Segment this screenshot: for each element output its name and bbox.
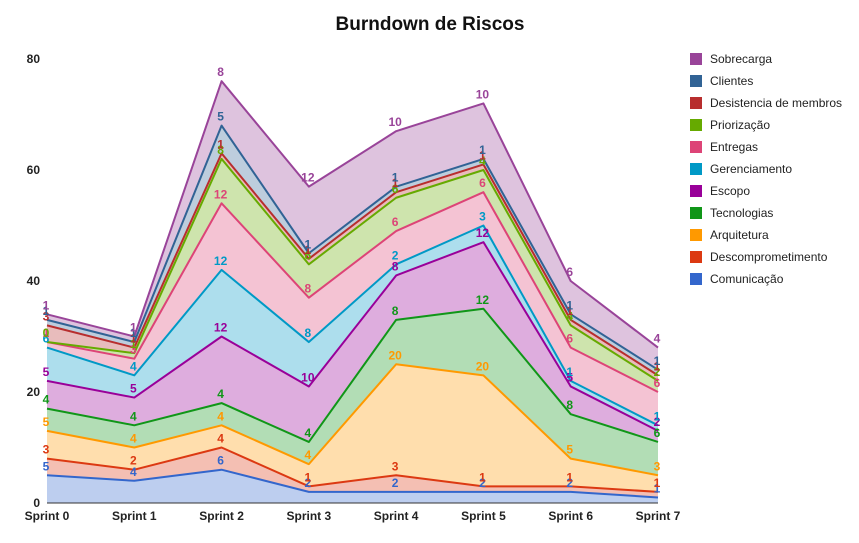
data-label-sobrecarga: 1: [130, 321, 137, 335]
data-label-entregas: 12: [214, 187, 228, 201]
data-label-clientes: 1: [654, 354, 661, 368]
data-label-escopo: 12: [214, 321, 228, 335]
y-tick-label: 60: [27, 163, 41, 177]
data-label-tecnologias: 4: [305, 426, 312, 440]
data-label-sobrecarga: 6: [566, 265, 573, 279]
data-label-tecnologias: 4: [217, 387, 224, 401]
data-label-clientes: 1: [479, 143, 486, 157]
data-label-descomprometimento: 1: [566, 470, 573, 484]
data-label-escopo: 10: [301, 370, 315, 384]
data-label-arquitetura: 5: [43, 415, 50, 429]
data-label-sobrecarga: 4: [654, 332, 661, 346]
legend-swatch-gerenciamento: [690, 163, 702, 175]
data-label-descomprometimento: 4: [217, 432, 224, 446]
data-label-arquitetura: 4: [305, 448, 312, 462]
legend-swatch-escopo: [690, 185, 702, 197]
data-label-gerenciamento: 1: [654, 409, 661, 423]
legend-swatch-tecnologias: [690, 207, 702, 219]
legend-label-arquitetura: Arquitetura: [710, 228, 769, 242]
x-tick-label: Sprint 0: [25, 509, 70, 523]
data-label-desistencia-de-membros: 1: [217, 137, 224, 151]
data-label-sobrecarga: 10: [388, 115, 402, 129]
data-label-tecnologias: 8: [566, 398, 573, 412]
data-label-tecnologias: 4: [43, 393, 50, 407]
y-tick-label: 20: [27, 385, 41, 399]
data-label-comunicacao: 5: [43, 459, 50, 473]
x-tick-label: Sprint 7: [636, 509, 681, 523]
data-label-tecnologias: 4: [130, 409, 137, 423]
data-label-clientes: 1: [305, 237, 312, 251]
x-tick-label: Sprint 3: [287, 509, 332, 523]
chart-title: Burndown de Riscos: [336, 14, 525, 35]
data-label-gerenciamento: 8: [305, 326, 312, 340]
data-label-tecnologias: 8: [392, 304, 399, 318]
y-tick-label: 0: [33, 496, 40, 510]
legend-label-sobrecarga: Sobrecarga: [710, 52, 772, 66]
data-label-entregas: 6: [392, 215, 399, 229]
data-label-escopo: 5: [43, 365, 50, 379]
data-label-sobrecarga: 10: [476, 87, 490, 101]
x-tick-label: Sprint 2: [199, 509, 244, 523]
data-label-entregas: 8: [305, 282, 312, 296]
data-label-gerenciamento: 12: [214, 254, 228, 268]
data-label-arquitetura: 4: [130, 432, 137, 446]
data-label-arquitetura: 3: [654, 459, 661, 473]
y-tick-label: 80: [27, 52, 41, 66]
data-label-gerenciamento: 3: [479, 210, 486, 224]
data-label-escopo: 12: [476, 226, 490, 240]
legend-label-priorizacao: Priorização: [710, 118, 770, 132]
legend-label-entregas: Entregas: [710, 140, 758, 154]
x-tick-label: Sprint 4: [374, 509, 419, 523]
x-tick-label: Sprint 5: [461, 509, 506, 523]
x-tick-label: Sprint 1: [112, 509, 157, 523]
data-label-escopo: 5: [130, 382, 137, 396]
data-label-clientes: 1: [566, 298, 573, 312]
legend-swatch-desistencia-de-membros: [690, 97, 702, 109]
legend-swatch-arquitetura: [690, 229, 702, 241]
legend-swatch-clientes: [690, 75, 702, 87]
legend-label-descomprometimento: Descomprometimento: [710, 250, 828, 264]
legend-label-comunicacao: Comunicação: [710, 272, 784, 286]
data-label-arquitetura: 4: [217, 409, 224, 423]
data-label-descomprometimento: 1: [654, 476, 661, 490]
legend-swatch-comunicacao: [690, 273, 702, 285]
data-label-arquitetura: 5: [566, 443, 573, 457]
data-label-entregas: 6: [479, 176, 486, 190]
data-label-clientes: 5: [217, 110, 224, 124]
data-label-arquitetura: 20: [476, 359, 490, 373]
data-label-sobrecarga: 12: [301, 171, 315, 185]
data-label-gerenciamento: 4: [130, 359, 137, 373]
legend-label-desistencia-de-membros: Desistencia de membros: [710, 96, 842, 110]
data-label-comunicacao: 6: [217, 454, 224, 468]
data-label-descomprometimento: 3: [43, 443, 50, 457]
data-label-sobrecarga: 8: [217, 65, 224, 79]
data-label-gerenciamento: 1: [566, 365, 573, 379]
legend-swatch-sobrecarga: [690, 53, 702, 65]
legend: Sobrecarga Clientes Desistencia de membros…: [690, 52, 842, 286]
legend-swatch-descomprometimento: [690, 251, 702, 263]
legend-label-clientes: Clientes: [710, 74, 753, 88]
data-label-comunicacao: 2: [392, 476, 399, 490]
data-label-arquitetura: 20: [388, 348, 402, 362]
data-label-tecnologias: 12: [476, 293, 490, 307]
data-label-entregas: 6: [566, 332, 573, 346]
data-label-priorizacao: 0: [43, 326, 50, 340]
data-label-descomprometimento: 2: [130, 454, 137, 468]
y-tick-label: 40: [27, 274, 41, 288]
data-label-descomprometimento: 1: [305, 470, 312, 484]
area-layer: [47, 81, 658, 503]
legend-label-escopo: Escopo: [710, 184, 750, 198]
x-tick-label: Sprint 6: [548, 509, 593, 523]
data-label-clientes: 1: [392, 171, 399, 185]
legend-swatch-priorizacao: [690, 119, 702, 131]
data-label-gerenciamento: 2: [392, 248, 399, 262]
legend-label-gerenciamento: Gerenciamento: [710, 162, 792, 176]
legend-label-tecnologias: Tecnologias: [710, 206, 773, 220]
data-label-sobrecarga: 1: [43, 298, 50, 312]
data-label-descomprometimento: 1: [479, 470, 486, 484]
legend-swatch-entregas: [690, 141, 702, 153]
data-label-descomprometimento: 3: [392, 459, 399, 473]
